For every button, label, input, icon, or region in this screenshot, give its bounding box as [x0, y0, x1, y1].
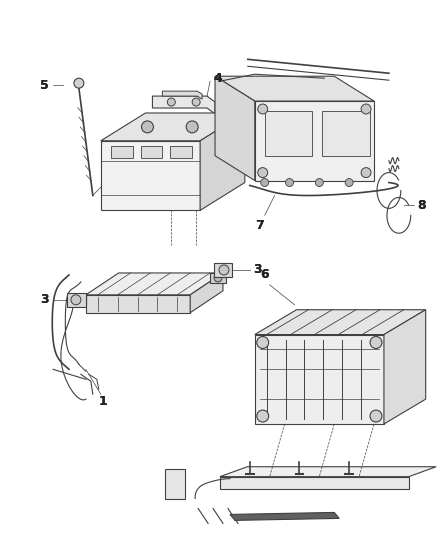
Polygon shape — [265, 111, 312, 156]
Text: 6: 6 — [261, 269, 269, 281]
Polygon shape — [215, 76, 255, 181]
Polygon shape — [255, 335, 384, 424]
Polygon shape — [162, 91, 202, 99]
Polygon shape — [70, 295, 86, 305]
Text: 3: 3 — [40, 293, 49, 306]
Circle shape — [167, 98, 175, 106]
Circle shape — [258, 168, 268, 177]
Circle shape — [361, 104, 371, 114]
Circle shape — [74, 78, 84, 88]
Polygon shape — [67, 293, 86, 307]
Circle shape — [361, 168, 371, 177]
Polygon shape — [384, 310, 426, 424]
Polygon shape — [141, 146, 162, 158]
Circle shape — [370, 410, 382, 422]
Polygon shape — [200, 113, 245, 211]
Circle shape — [192, 98, 200, 106]
Circle shape — [141, 121, 153, 133]
Polygon shape — [322, 111, 370, 156]
Circle shape — [257, 336, 268, 349]
Text: 7: 7 — [255, 219, 264, 232]
Polygon shape — [190, 273, 223, 313]
Text: 5: 5 — [40, 79, 49, 92]
Text: 7: 7 — [255, 219, 264, 232]
Polygon shape — [101, 113, 245, 141]
Circle shape — [258, 104, 268, 114]
Circle shape — [74, 296, 82, 304]
Polygon shape — [165, 469, 185, 498]
Circle shape — [370, 336, 382, 349]
Text: 3: 3 — [254, 263, 262, 277]
Polygon shape — [170, 146, 192, 158]
Polygon shape — [220, 467, 436, 477]
Circle shape — [214, 274, 222, 282]
Polygon shape — [230, 512, 339, 520]
Polygon shape — [215, 76, 374, 101]
Polygon shape — [255, 101, 374, 181]
Circle shape — [219, 265, 229, 275]
Text: 3: 3 — [254, 263, 262, 277]
Polygon shape — [214, 263, 232, 277]
Polygon shape — [86, 295, 190, 313]
Polygon shape — [101, 141, 200, 211]
Polygon shape — [220, 477, 409, 489]
Circle shape — [315, 179, 323, 187]
Polygon shape — [210, 273, 226, 283]
Circle shape — [261, 179, 268, 187]
Text: 1: 1 — [99, 394, 107, 408]
Circle shape — [345, 179, 353, 187]
Text: 1: 1 — [99, 394, 107, 408]
Polygon shape — [152, 96, 215, 114]
Polygon shape — [86, 273, 223, 295]
Text: 8: 8 — [417, 199, 426, 212]
Text: 6: 6 — [261, 269, 269, 281]
Text: 8: 8 — [417, 199, 426, 212]
Circle shape — [186, 121, 198, 133]
Polygon shape — [111, 146, 133, 158]
Circle shape — [71, 295, 81, 305]
Circle shape — [286, 179, 293, 187]
Circle shape — [257, 410, 268, 422]
Text: 5: 5 — [40, 79, 49, 92]
Polygon shape — [255, 310, 426, 335]
Text: 4: 4 — [214, 72, 223, 85]
Text: 3: 3 — [40, 293, 49, 306]
Text: 4: 4 — [214, 72, 223, 85]
